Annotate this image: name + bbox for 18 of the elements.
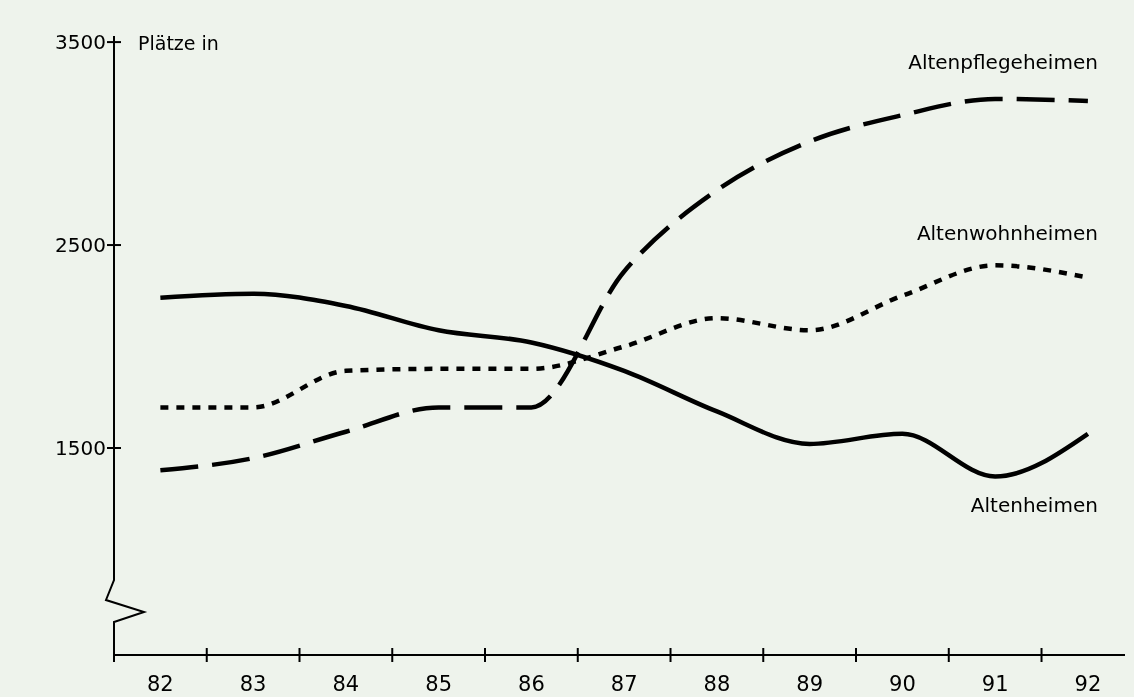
x-tick-label: 89 (796, 672, 824, 696)
x-tick-label: 82 (147, 672, 174, 696)
x-tick-label: 87 (610, 672, 638, 696)
series-label: Altenheimen (970, 492, 1098, 517)
y-tick-label: 1500 (55, 435, 106, 460)
x-tick-label: 88 (703, 672, 731, 696)
y-tick-label: 3500 (55, 30, 106, 55)
y-tick-label: 2500 (55, 233, 106, 258)
x-tick-label: 86 (518, 672, 545, 696)
series-label: Altenpflegeheimen (908, 49, 1098, 74)
x-tick-label: 91 (981, 672, 1009, 696)
x-tick-label: 84 (332, 672, 360, 696)
x-tick-label: 83 (239, 672, 267, 696)
x-tick-label: 85 (425, 672, 452, 696)
x-tick-label: 92 (1074, 672, 1102, 696)
series-label: Altenwohnheimen (916, 220, 1098, 245)
y-axis-title: Plätze in (138, 32, 219, 54)
x-tick-label: 90 (889, 672, 916, 696)
